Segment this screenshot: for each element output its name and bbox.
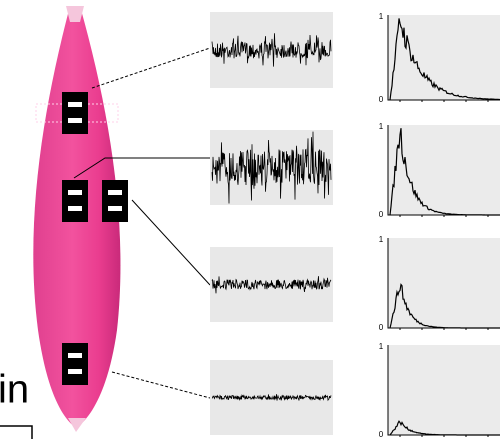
electrode-contact	[108, 190, 122, 195]
top-label: 1	[379, 12, 384, 21]
electrode	[102, 180, 128, 222]
electrode-contact	[68, 353, 82, 358]
electrode-contact	[68, 206, 82, 211]
electrode-contact	[68, 102, 82, 107]
electrode-contact	[68, 118, 82, 123]
signals	[210, 12, 333, 435]
top-label: 1	[379, 235, 384, 244]
figure: in 1 0 1 0 1 0 1 0	[0, 0, 500, 439]
top-label: 1	[379, 342, 384, 351]
electrode	[62, 180, 88, 222]
electrode	[62, 92, 88, 134]
spectra: 1 0 1 0 1 0 1 0	[379, 12, 500, 439]
top-label: 1	[379, 122, 384, 131]
spectrum-panel	[388, 15, 500, 100]
electrode-contact	[68, 369, 82, 374]
bottom-label: 0	[379, 323, 384, 332]
electrode	[62, 343, 88, 385]
spectrum-panel	[388, 238, 500, 328]
spectrum-panel	[388, 125, 500, 215]
tendon-bottom	[68, 418, 86, 432]
electrode-contact	[108, 206, 122, 211]
caption-box	[0, 426, 32, 439]
electrode-contact	[68, 190, 82, 195]
bottom-label: 0	[379, 95, 384, 104]
bottom-label: 0	[379, 430, 384, 439]
bottom-label: 0	[379, 210, 384, 219]
caption-fragment: in	[0, 368, 29, 412]
spectrum-panel	[388, 345, 500, 435]
